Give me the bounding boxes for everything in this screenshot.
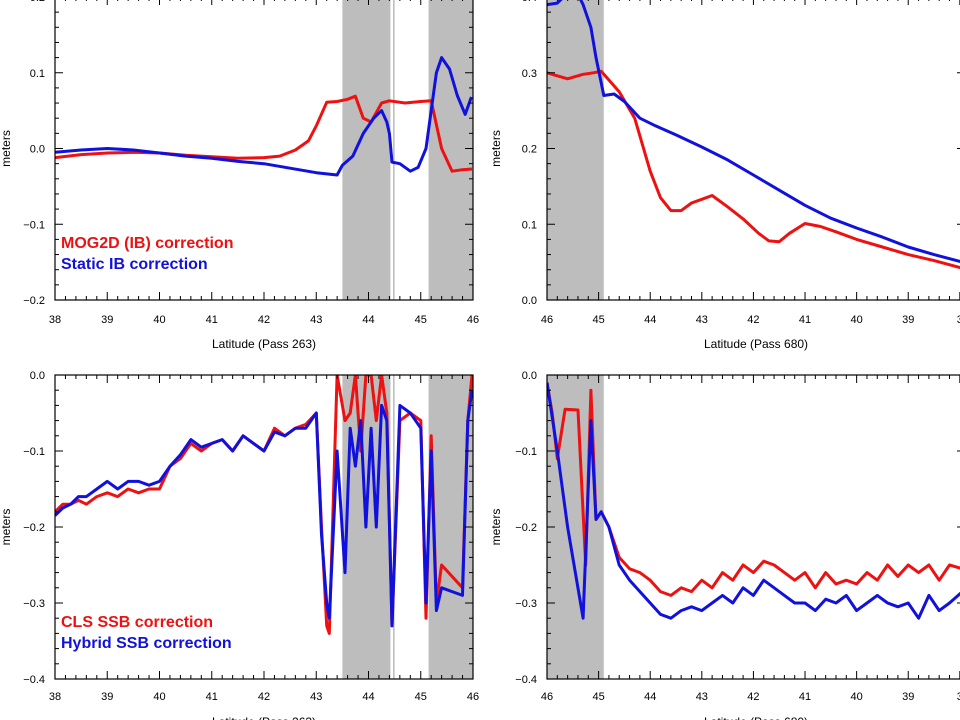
series-line-2 <box>55 389 473 628</box>
y-tick-label: 0.2 <box>30 0 45 4</box>
y-tick-label: 0.0 <box>30 144 45 156</box>
chart-panel-1: 38 39 40 41 42 43 44 45 46 −0.2 −0.1 0.0 0.1 0.2 Latit… <box>0 0 479 351</box>
x-tick-label: 43 <box>696 314 708 326</box>
x-tick-label: 42 <box>747 691 759 703</box>
x-tick-label: 39 <box>101 691 113 703</box>
x-tick-label: 43 <box>310 314 322 326</box>
x-tick-label: 41 <box>799 314 811 326</box>
y-tick-label: −0.1 <box>23 446 45 458</box>
y-tick-label: 0.3 <box>522 68 537 80</box>
x-tick-label: 42 <box>258 314 270 326</box>
shaded-band-3 <box>428 0 473 300</box>
series-line-1 <box>55 94 473 173</box>
y-axis-label: meters <box>0 130 13 167</box>
x-tick-label: 40 <box>153 314 165 326</box>
x-axis-label: Latitude (Pass 680) <box>704 337 808 351</box>
y-tick-label: −0.2 <box>23 295 45 307</box>
shaded-band-2 <box>393 0 395 300</box>
shaded-band-2 <box>393 375 395 679</box>
chart-panel-2: 46 45 44 43 42 41 40 39 3 0.0 0.1 0.2 0.3 0.4 Latitude… <box>489 0 960 351</box>
x-tick-label: 3 <box>957 314 960 326</box>
x-tick-label: 44 <box>362 691 374 703</box>
x-tick-label: 40 <box>851 314 863 326</box>
y-tick-label: 0.1 <box>30 68 45 80</box>
x-tick-label: 39 <box>902 314 914 326</box>
x-axis-label: Latitude (Pass 680) <box>704 715 808 720</box>
x-tick-label: 41 <box>206 314 218 326</box>
plot-area <box>55 0 473 300</box>
x-tick-label: 43 <box>696 691 708 703</box>
legend-entry-1: CLS SSB correction <box>61 614 213 631</box>
series-line-2 <box>547 382 960 620</box>
x-tick-label: 40 <box>851 691 863 703</box>
x-tick-label: 39 <box>902 691 914 703</box>
x-tick-label: 45 <box>415 691 427 703</box>
x-tick-label: 40 <box>153 691 165 703</box>
y-tick-label: 0.0 <box>522 295 537 307</box>
y-tick-label: −0.2 <box>23 522 45 534</box>
y-tick-label: 0.0 <box>522 370 537 382</box>
x-tick-label: 45 <box>415 314 427 326</box>
legend-entry-2: Static IB correction <box>61 256 208 273</box>
x-tick-label: 41 <box>206 691 218 703</box>
series-line-1 <box>547 382 960 597</box>
x-tick-label: 41 <box>799 691 811 703</box>
x-tick-label: 39 <box>101 314 113 326</box>
plot-frame <box>546 0 960 301</box>
y-axis-label: meters <box>489 509 503 546</box>
shaded-band-1 <box>547 375 604 679</box>
y-tick-label: −0.4 <box>515 674 537 686</box>
x-tick-label: 43 <box>310 691 322 703</box>
x-tick-label: 46 <box>467 314 479 326</box>
y-axis-label: meters <box>489 130 503 167</box>
plot-frame <box>54 374 474 680</box>
plot-area <box>547 375 960 679</box>
y-tick-label: −0.2 <box>515 522 537 534</box>
x-tick-label: 45 <box>592 314 604 326</box>
y-tick-label: 0.0 <box>30 370 45 382</box>
legend-entry-2: Hybrid SSB correction <box>61 635 232 652</box>
x-tick-label: 42 <box>747 314 759 326</box>
x-axis-label: Latitude (Pass 263) <box>212 337 316 351</box>
series-line-2 <box>547 0 960 264</box>
x-tick-label: 44 <box>362 314 374 326</box>
x-tick-label: 44 <box>644 691 656 703</box>
x-tick-label: 42 <box>258 691 270 703</box>
y-tick-label: 0.1 <box>522 219 537 231</box>
x-tick-label: 45 <box>592 691 604 703</box>
series-line-1 <box>547 69 960 270</box>
plot-area <box>55 375 473 679</box>
chart-panel-4: 46 45 44 43 42 41 40 39 3 −0.4 −0.3 −0.2 −0.1 0.0 Lati… <box>489 370 960 720</box>
legend-entry-1: MOG2D (IB) correction <box>61 235 233 252</box>
x-tick-label: 46 <box>467 691 479 703</box>
y-axis-label: meters <box>0 509 13 546</box>
y-tick-label: −0.4 <box>23 674 45 686</box>
y-tick-label: 0.2 <box>522 144 537 156</box>
y-tick-label: 0.4 <box>522 0 537 4</box>
series-line-2 <box>55 56 473 177</box>
y-tick-label: −0.1 <box>23 219 45 231</box>
series-line-1 <box>55 375 473 635</box>
x-axis-label: Latitude (Pass 263) <box>212 715 316 720</box>
x-tick-label: 38 <box>49 691 61 703</box>
y-tick-label: −0.3 <box>515 598 537 610</box>
shaded-band-1 <box>342 0 391 300</box>
plot-area <box>547 0 960 300</box>
x-tick-label: 38 <box>49 314 61 326</box>
x-tick-label: 3 <box>957 691 960 703</box>
y-tick-label: −0.1 <box>515 446 537 458</box>
x-tick-label: 46 <box>541 691 553 703</box>
chart-panel-3: 38 39 40 41 42 43 44 45 46 −0.4 −0.3 −0.2 −0.1 0.0 Lat… <box>0 370 479 720</box>
y-tick-label: −0.3 <box>23 598 45 610</box>
x-tick-label: 44 <box>644 314 656 326</box>
x-tick-label: 46 <box>541 314 553 326</box>
